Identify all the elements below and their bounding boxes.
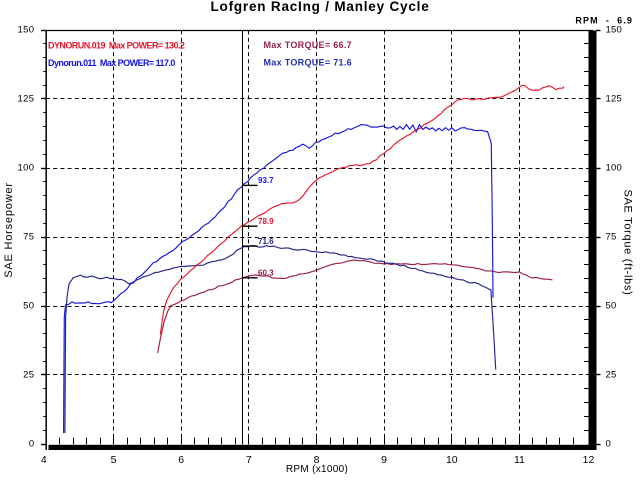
svg-text:Lofgren RacIng / Manley Cycle: Lofgren RacIng / Manley Cycle — [211, 0, 430, 14]
svg-text:25: 25 — [606, 369, 617, 380]
svg-text:100: 100 — [606, 162, 622, 173]
svg-text:93.7: 93.7 — [258, 176, 274, 185]
svg-text:4: 4 — [41, 454, 47, 466]
svg-text:60.3: 60.3 — [258, 269, 274, 278]
svg-text:Dynorun.011 Max POWER= 117.0: Dynorun.011 Max POWER= 117.0 — [48, 58, 175, 68]
svg-text:150: 150 — [606, 24, 622, 35]
svg-text:0: 0 — [29, 438, 35, 449]
svg-text:7: 7 — [246, 454, 252, 466]
svg-text:78.9: 78.9 — [258, 217, 274, 226]
svg-text:8: 8 — [314, 454, 320, 466]
svg-text:75: 75 — [606, 231, 617, 242]
svg-text:0: 0 — [606, 438, 611, 449]
svg-text:125: 125 — [606, 93, 622, 104]
svg-text:50: 50 — [23, 300, 34, 311]
svg-text:50: 50 — [606, 300, 617, 311]
svg-text:5: 5 — [111, 454, 117, 466]
svg-text:125: 125 — [17, 93, 34, 104]
svg-text:75: 75 — [23, 231, 34, 242]
svg-text:25: 25 — [23, 369, 34, 380]
svg-text:RPM - 6.9: RPM - 6.9 — [575, 16, 633, 26]
svg-text:SAE Torque (ft-lbs): SAE Torque (ft-lbs) — [622, 189, 634, 295]
svg-text:Max TORQUE= 71.6: Max TORQUE= 71.6 — [264, 58, 352, 68]
svg-text:150: 150 — [17, 24, 34, 35]
svg-text:9: 9 — [381, 454, 387, 466]
svg-text:RPM (x1000): RPM (x1000) — [286, 464, 348, 475]
svg-text:SAE Horsepower: SAE Horsepower — [3, 182, 15, 278]
svg-text:Max TORQUE= 66.7: Max TORQUE= 66.7 — [264, 40, 352, 50]
svg-text:100: 100 — [17, 162, 34, 173]
svg-text:6: 6 — [178, 454, 184, 466]
svg-text:11: 11 — [514, 454, 525, 466]
svg-text:71.6: 71.6 — [258, 237, 274, 246]
svg-text:12: 12 — [583, 454, 595, 466]
svg-text:10: 10 — [446, 454, 458, 466]
svg-text:DYNORUN.019 Max POWER= 130.2: DYNORUN.019 Max POWER= 130.2 — [48, 40, 185, 50]
